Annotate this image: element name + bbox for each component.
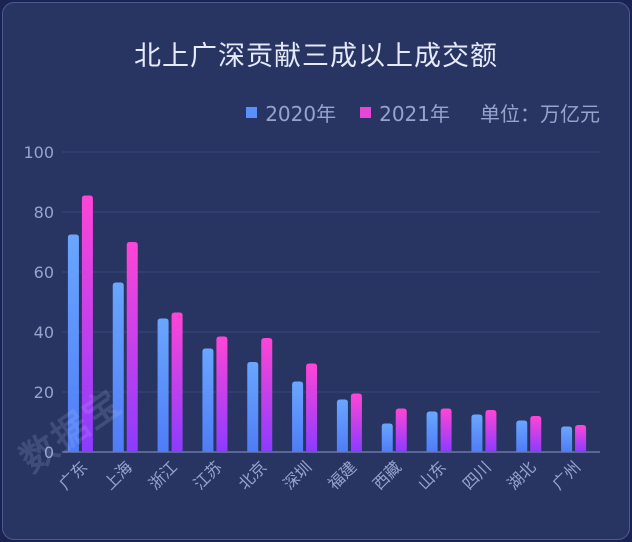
bar-2020-1: [112, 282, 124, 452]
legend-swatch-2020: [246, 107, 258, 118]
bar-2020-9: [471, 414, 483, 452]
bar-2020-0: [67, 234, 79, 452]
bar-2020-8: [426, 411, 438, 452]
legend-label-2021: 2021年: [379, 102, 450, 126]
legend: 2020年 2021年 单位：万亿元: [222, 98, 600, 127]
legend-item-2021: 2021年: [360, 98, 450, 127]
x-tick-label: 上海: [100, 457, 136, 493]
bar-2021-3: [216, 336, 228, 452]
bar-2021-0: [81, 195, 93, 452]
bar-2021-5: [306, 363, 318, 452]
chart-title: 北上广深贡献三成以上成交额: [134, 41, 498, 72]
bar-2020-4: [247, 362, 259, 452]
bar-2021-10: [530, 416, 542, 452]
x-tick-label: 深圳: [279, 457, 315, 493]
y-tick-label: 100: [23, 143, 54, 162]
legend-label-2020: 2020年: [265, 102, 337, 126]
bar-2021-8: [440, 408, 452, 452]
legend-swatch-2021: [360, 107, 372, 118]
x-tick-label: 浙江: [145, 457, 181, 493]
x-tick-label: 湖北: [504, 457, 540, 493]
y-tick-label: 20: [34, 383, 54, 402]
x-tick-label: 福建: [324, 457, 360, 493]
bar-2020-2: [157, 318, 169, 452]
bar-2021-4: [261, 338, 273, 452]
bar-2021-6: [350, 393, 362, 452]
bar-2021-2: [171, 312, 183, 452]
y-tick-label: 60: [34, 263, 54, 282]
unit-label: 单位：万亿元: [480, 102, 600, 126]
bar-2021-9: [485, 410, 497, 452]
x-tick-label: 山东: [414, 457, 450, 493]
x-tick-label: 广州: [548, 457, 584, 493]
y-tick-label: 40: [34, 323, 54, 342]
bar-2020-10: [516, 420, 528, 452]
bar-2020-11: [561, 426, 573, 452]
y-tick-label: 80: [34, 203, 54, 222]
y-tick-label: 0: [44, 443, 54, 462]
bar-2020-7: [381, 423, 393, 452]
bar-2020-5: [292, 381, 304, 452]
legend-item-2020: 2020年: [246, 98, 336, 127]
x-tick-label: 北京: [235, 457, 271, 493]
x-tick-label: 四川: [459, 457, 495, 493]
x-tick-label: 江苏: [190, 457, 226, 493]
bar-2020-3: [202, 348, 214, 452]
x-tick-label: 西藏: [369, 457, 405, 493]
bar-2021-11: [575, 425, 587, 452]
bar-2021-1: [126, 242, 138, 452]
bar-2020-6: [336, 399, 348, 452]
bar-2021-7: [395, 408, 407, 452]
